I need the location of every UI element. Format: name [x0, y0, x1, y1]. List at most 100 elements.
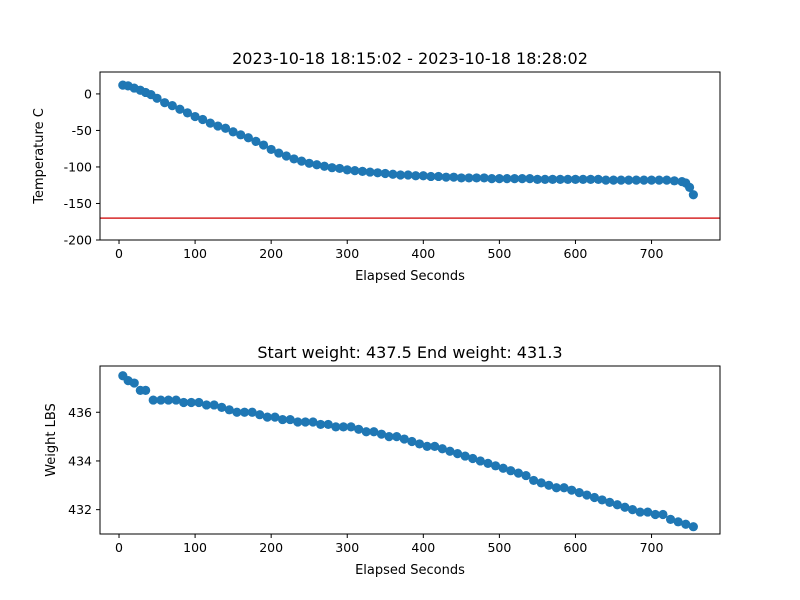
temperature-data-point	[502, 174, 512, 184]
weight-data-point	[346, 422, 356, 432]
weight-data-point	[589, 492, 600, 503]
weight-data-point	[620, 502, 630, 512]
weight-data-point	[255, 410, 265, 420]
weight-data-point	[308, 417, 318, 427]
temperature-data-point	[327, 163, 337, 173]
weight-data-point	[194, 397, 204, 408]
weight-data-point	[597, 495, 607, 505]
weight-data-point	[483, 458, 493, 468]
weight-data-point	[316, 419, 326, 430]
temperature-data-point	[548, 174, 558, 184]
temperature-y-tick-label: -200	[64, 233, 92, 248]
weight-data-point	[201, 400, 212, 410]
temperature-data-point	[662, 175, 672, 185]
weight-data-point	[361, 427, 371, 437]
weight-data-point	[437, 444, 447, 454]
temperature-data-point	[395, 170, 406, 180]
weight-data-point	[574, 488, 584, 498]
weight-data-point	[384, 432, 394, 442]
temperature-x-tick-label: 400	[411, 246, 435, 261]
temperature-data-point	[563, 174, 573, 184]
temperature-data-point	[688, 190, 698, 200]
weight-x-axis-label: Elapsed Seconds	[355, 563, 465, 578]
temperature-data-point	[190, 111, 200, 122]
weight-data-point	[521, 470, 531, 481]
weight-chart-title: Start weight: 437.5 End weight: 431.3	[257, 343, 562, 362]
weight-data-point	[369, 427, 379, 437]
temperature-data-point	[236, 130, 246, 140]
temperature-data-point	[182, 108, 193, 118]
temperature-data-point	[532, 174, 543, 184]
temperature-x-tick-label: 300	[335, 246, 359, 261]
temperature-data-point	[319, 161, 330, 171]
weight-data-point	[627, 505, 638, 515]
weight-data-point	[239, 407, 250, 417]
temperature-data-point	[593, 174, 603, 184]
weight-data-point	[673, 517, 683, 527]
weight-x-tick-label: 700	[640, 540, 664, 555]
temperature-data-point	[365, 167, 375, 177]
weight-data-point	[262, 412, 272, 422]
weight-data-point	[544, 480, 554, 490]
temperature-data-point	[654, 175, 664, 185]
weight-data-point	[129, 378, 139, 388]
weight-data-point	[270, 412, 280, 422]
temperature-data-point	[510, 174, 520, 184]
temperature-data-point	[251, 136, 261, 146]
temperature-x-tick-label: 700	[640, 246, 664, 261]
weight-data-point	[300, 417, 310, 427]
weight-y-tick-label: 436	[68, 405, 92, 420]
temperature-x-axis-label: Elapsed Seconds	[355, 269, 465, 284]
weight-y-tick-label: 434	[68, 453, 92, 468]
temperature-x-tick-label: 100	[183, 246, 207, 261]
weight-data-point	[475, 456, 485, 466]
weight-data-point	[148, 395, 158, 405]
weight-y-tick-label: 432	[68, 502, 92, 517]
temperature-data-point	[388, 169, 398, 179]
temperature-data-point	[418, 171, 428, 181]
temperature-data-point	[479, 173, 489, 183]
weight-plot-area	[118, 371, 698, 532]
temperature-data-point	[669, 176, 679, 186]
temperature-data-point	[411, 171, 421, 181]
weight-data-point	[650, 509, 660, 520]
weight-data-point	[422, 441, 432, 451]
temperature-data-point	[426, 171, 436, 182]
weight-data-point	[445, 446, 455, 456]
weight-data-point	[665, 514, 676, 524]
weight-data-point	[468, 453, 478, 464]
weight-x-tick-label: 100	[183, 540, 207, 555]
weight-data-point	[277, 414, 288, 425]
temperature-data-point	[441, 172, 451, 182]
weight-data-point	[354, 424, 364, 434]
temperature-data-point	[494, 174, 504, 184]
weight-data-point	[567, 485, 577, 495]
weight-data-point	[407, 436, 417, 447]
temperature-data-point	[205, 118, 215, 128]
temperature-data-point	[167, 101, 177, 111]
temperature-data-point	[646, 175, 657, 185]
temperature-data-point	[243, 133, 253, 143]
weight-data-point	[658, 509, 668, 520]
weight-data-point	[430, 441, 440, 451]
weight-x-tick-label: 200	[259, 540, 283, 555]
temperature-data-point	[578, 174, 588, 184]
temperature-chart-title: 2023-10-18 18:15:02 - 2023-10-18 18:28:0…	[232, 49, 588, 68]
temperature-x-tick-label: 600	[564, 246, 588, 261]
weight-x-tick-label: 300	[335, 540, 359, 555]
temperature-axes-frame	[99, 71, 721, 241]
temperature-data-point	[616, 175, 626, 185]
weight-data-point	[605, 497, 615, 507]
weight-data-point	[141, 385, 151, 395]
temperature-data-point	[449, 172, 459, 182]
temperature-data-point	[350, 166, 360, 176]
temperature-data-point	[380, 168, 390, 179]
temperature-data-point	[160, 98, 170, 108]
weight-data-point	[688, 522, 698, 532]
weight-data-point	[513, 468, 524, 478]
weight-data-point	[529, 475, 539, 486]
weight-data-point	[323, 419, 333, 430]
weight-x-tick-label: 500	[487, 540, 511, 555]
weight-data-point	[232, 407, 242, 417]
